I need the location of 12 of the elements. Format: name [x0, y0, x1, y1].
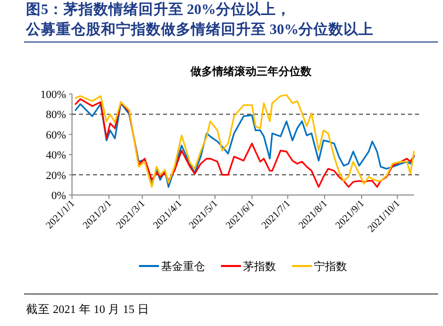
y-tick-label: 0% [51, 190, 66, 202]
y-tick-label: 100% [40, 89, 66, 101]
text: 截至 2021 年 10 月 15 日 [26, 303, 150, 316]
y-tick-label: 80% [46, 109, 66, 122]
chart-title: 图5：茅指数情绪回升至 20%分位以上，公募重仓股和宁指数做多情绪回升至 30%分位数以上 [25, 1, 374, 38]
legend-label: 基金重仓 [161, 260, 205, 273]
y-tick-label: 60% [46, 129, 66, 142]
y-tick-label: 40% [46, 150, 66, 162]
chart-subtitle: 做多情绪滚动三年分位数 [190, 65, 312, 78]
legend-label: 宁指数 [314, 260, 347, 273]
y-tick-label: 20% [46, 170, 66, 182]
legend-label: 茅指数 [243, 260, 276, 273]
